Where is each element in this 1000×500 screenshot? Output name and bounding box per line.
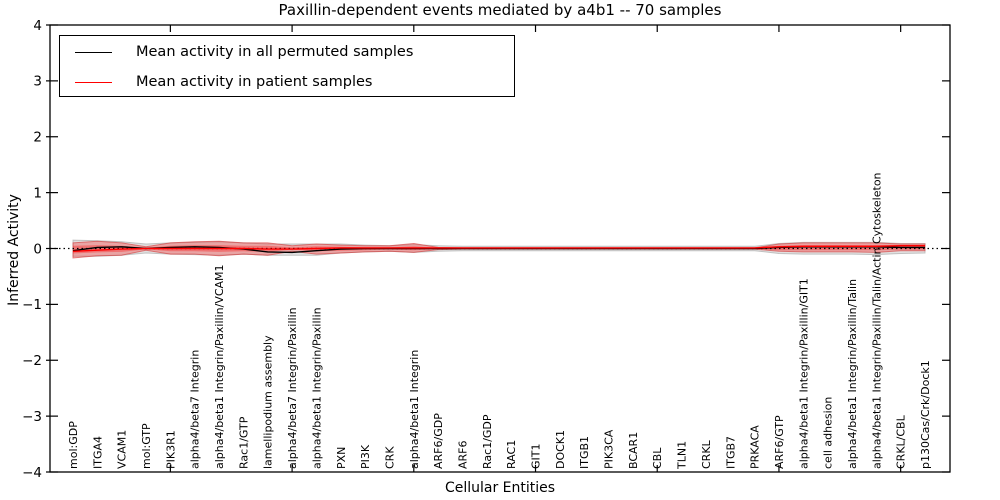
chart-title: Paxillin-dependent events mediated by a4… <box>278 1 722 19</box>
x-tick-label: CRKL/CBL <box>895 414 908 469</box>
x-tick-label: mol:GDP <box>67 421 80 469</box>
legend: Mean activity in all permuted samples Me… <box>59 35 515 97</box>
x-tick-label: alpha4/beta7 Integrin/Paxillin <box>286 307 299 469</box>
x-tick-label: ITGB1 <box>578 436 591 469</box>
x-tick-label: ITGA4 <box>91 436 104 469</box>
x-tick-label: ARF6/GTP <box>773 415 786 469</box>
legend-line-swatch-black <box>75 51 112 53</box>
x-tick-label: Rac1/GDP <box>481 414 494 469</box>
x-tick-label: CRKL <box>700 439 713 469</box>
y-tick-label: 4 <box>33 18 42 34</box>
band-patient-samples-activity-range-inner <box>73 245 925 254</box>
x-axis-label: Cellular Entities <box>444 480 556 496</box>
x-tick-label: mol:GTP <box>140 423 153 469</box>
x-tick-label: Rac1/GTP <box>237 416 250 469</box>
y-tick-label: −2 <box>22 353 42 369</box>
x-tick-label: alpha4/beta1 Integrin/Paxillin/VCAM1 <box>213 264 226 469</box>
band-patient-samples-activity-range-outer <box>72 240 926 259</box>
x-tick-label: alpha4/beta1 Integrin <box>408 350 421 469</box>
x-tick-label: PIK3R1 <box>164 430 177 469</box>
x-tick-label: alpha4/beta1 Integrin/Paxillin <box>310 307 323 469</box>
x-tick-label: PRKACA <box>749 425 762 469</box>
y-tick-label: −4 <box>22 465 42 481</box>
legend-label-permuted: Mean activity in all permuted samples <box>136 44 414 60</box>
x-tick-label: p130Cas/Crk/Dock1 <box>919 360 932 469</box>
x-tick-label: cell adhesion <box>822 397 835 469</box>
legend-label-patient: Mean activity in patient samples <box>136 74 373 90</box>
y-tick-label: 0 <box>33 241 42 257</box>
x-tick-label: CRK <box>384 446 397 469</box>
x-tick-label: alpha4/beta1 Integrin/Paxillin/Talin/Act… <box>870 172 883 469</box>
x-tick-label: DOCK1 <box>554 430 567 469</box>
y-axis-label: Inferred Activity <box>6 194 22 306</box>
x-tick-label: alpha4/beta1 Integrin/Paxillin/Talin <box>846 279 859 469</box>
x-tick-label: CBL <box>651 447 664 469</box>
x-tick-label: PXN <box>335 447 348 469</box>
x-tick-label: ARF6/GDP <box>432 413 445 469</box>
legend-entry-permuted: Mean activity in all permuted samples <box>60 38 514 66</box>
x-tick-label: VCAM1 <box>116 430 129 469</box>
x-tick-label: RAC1 <box>505 440 518 469</box>
x-tick-label: alpha4/beta1 Integrin/Paxillin/GIT1 <box>797 278 810 469</box>
legend-entry-patient: Mean activity in patient samples <box>60 68 514 96</box>
x-tick-label: alpha4/beta7 Integrin <box>189 350 202 469</box>
x-tick-label: ARF6 <box>457 441 470 470</box>
x-tick-label: PIK3CA <box>603 429 616 469</box>
x-tick-label: GIT1 <box>530 444 543 470</box>
x-tick-label: lamellipodium assembly <box>262 335 275 469</box>
patient-mean-line <box>72 244 925 252</box>
legend-line-swatch-red <box>75 81 112 83</box>
x-tick-label: BCAR1 <box>627 432 640 469</box>
y-tick-label: 1 <box>33 185 42 201</box>
y-tick-label: 2 <box>33 130 42 146</box>
y-tick-label: −3 <box>22 409 42 425</box>
y-tick-label: 3 <box>33 74 42 90</box>
y-tick-label: −1 <box>22 297 42 313</box>
x-tick-label: TLN1 <box>676 441 689 470</box>
x-tick-label: ITGB7 <box>724 436 737 469</box>
x-tick-label: PI3K <box>359 444 372 469</box>
